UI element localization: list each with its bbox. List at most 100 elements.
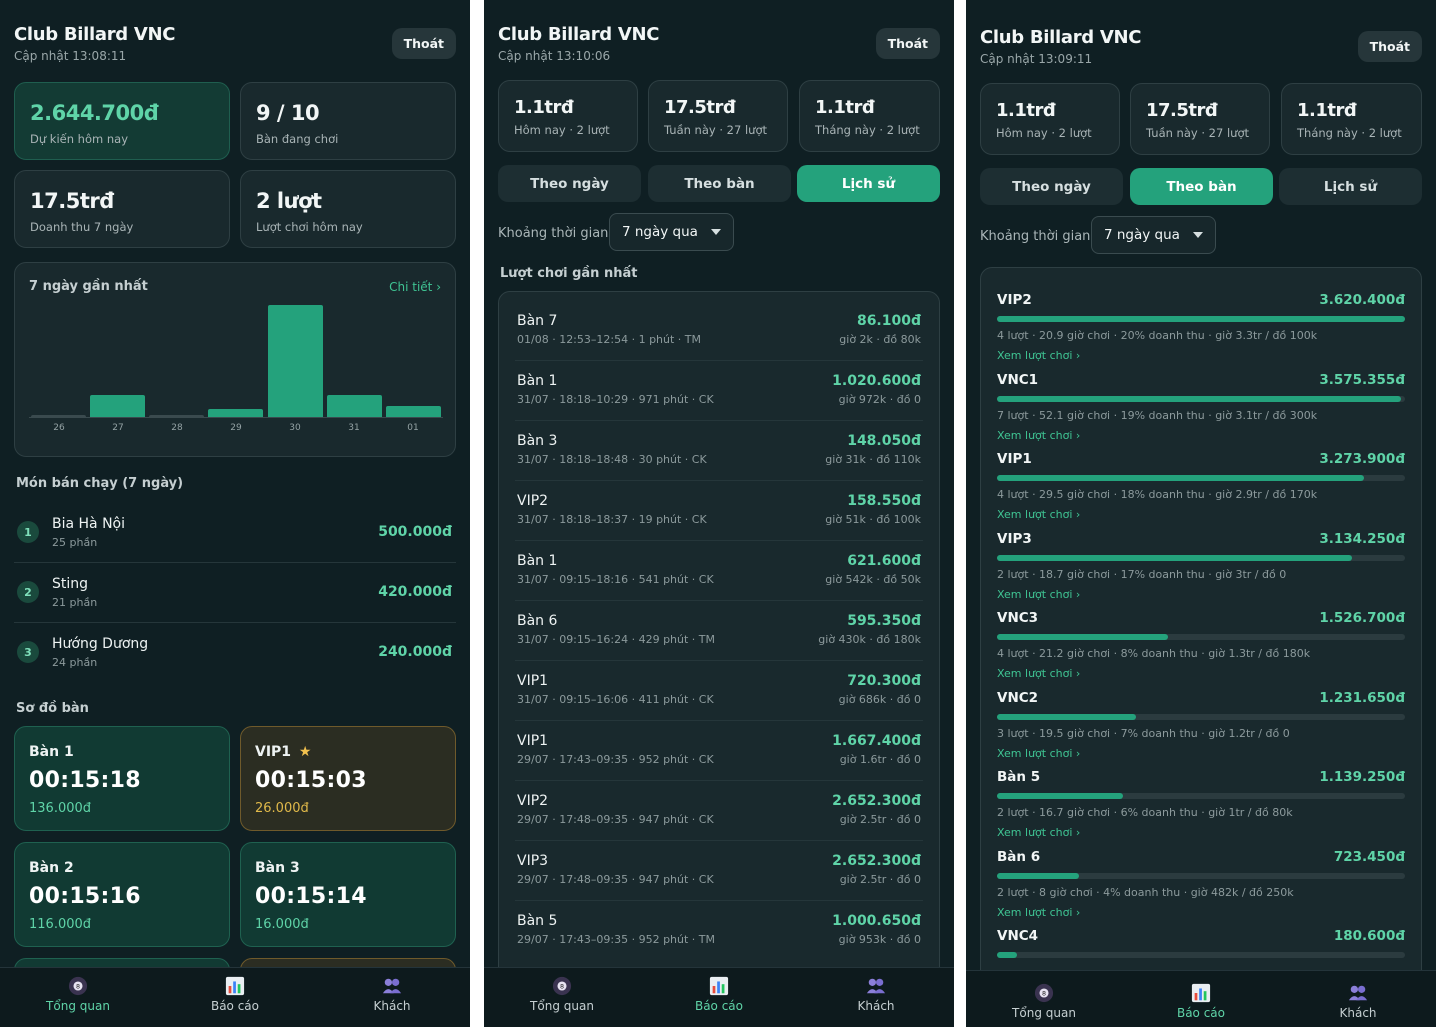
logout-button[interactable]: Thoát: [875, 28, 940, 59]
session-time-info: 31/07 · 09:15–16:06 · 411 phút · CK: [517, 693, 714, 706]
tab-history[interactable]: Lịch sử: [797, 165, 940, 202]
history-row[interactable]: VIP3 29/07 · 17:48–09:35 · 947 phút · CK 2…: [499, 846, 939, 906]
view-sessions-link[interactable]: Xem lượt chơi ›: [997, 429, 1081, 442]
nav-label: Tổng quan: [1012, 1006, 1076, 1020]
billiard-ball-icon: 8: [1034, 983, 1054, 1003]
view-sessions-link[interactable]: Xem lượt chơi ›: [997, 588, 1081, 601]
summary-label: Hôm nay · 2 lượt: [996, 126, 1092, 140]
history-row[interactable]: Bàn 6 31/07 · 09:15–16:24 · 429 phút · TM…: [499, 606, 939, 666]
nav-overview[interactable]: 8 Tổng quan: [974, 983, 1114, 1020]
view-sessions-link[interactable]: Xem lượt chơi ›: [997, 906, 1081, 919]
header: Club Billard VNC Cập nhật 13:08:11 Thoát: [14, 24, 456, 74]
table-card-vip1[interactable]: VIP1 ★ 00:15:03 26.000đ: [240, 726, 456, 831]
summary-card-today: 1.1trđ Hôm nay · 2 lượt: [498, 80, 638, 152]
divider: [515, 780, 923, 781]
revenue-share-bar: [997, 396, 1405, 402]
table-name: VIP1: [997, 451, 1032, 467]
view-sessions-link[interactable]: Xem lượt chơi ›: [997, 667, 1081, 680]
logout-button[interactable]: Thoát: [391, 28, 456, 59]
tab-by-day[interactable]: Theo ngày: [498, 165, 641, 202]
history-row[interactable]: Bàn 3 31/07 · 18:18–18:48 · 30 phút · CK 1…: [499, 426, 939, 486]
session-time-info: 31/07 · 18:18–18:48 · 30 phút · CK: [517, 453, 707, 466]
nav-report[interactable]: Báo cáo: [1131, 983, 1271, 1020]
divider: [515, 840, 923, 841]
table-name: VNC2: [997, 690, 1039, 706]
chart-bar[interactable]: [149, 415, 204, 417]
chart-bar[interactable]: [208, 409, 263, 417]
stat-card-sessions-today: 2 lượt Lượt chơi hôm nay: [240, 170, 456, 248]
tab-by-table[interactable]: Theo bàn: [1130, 168, 1273, 205]
report-history-screen: Club Billard VNC Cập nhật 13:10:06 Thoát…: [484, 0, 954, 1027]
history-row[interactable]: Bàn 7 01/08 · 12:53–12:54 · 1 phút · TM 86…: [499, 306, 939, 366]
session-amount: 86.100đ: [856, 313, 921, 329]
table-card-ban-3[interactable]: Bàn 3 00:15:14 16.000đ: [240, 842, 456, 947]
history-row[interactable]: Bàn 1 31/07 · 09:15–18:16 · 541 phút · CK…: [499, 546, 939, 606]
date-range-select[interactable]: 7 ngày qua: [609, 213, 734, 251]
logout-button[interactable]: Thoát: [1357, 31, 1422, 62]
history-row[interactable]: VIP1 31/07 · 09:15–16:06 · 411 phút · CK 7…: [499, 666, 939, 726]
view-sessions-link[interactable]: Xem lượt chơi ›: [997, 747, 1081, 760]
x-tick-label: 01: [407, 423, 419, 433]
nav-label: Tổng quan: [530, 999, 594, 1013]
table-card-ban-1[interactable]: Bàn 1 00:15:18 136.000đ: [14, 726, 230, 831]
session-time-info: 31/07 · 18:18–18:37 · 19 phút · CK: [517, 513, 707, 526]
table-card-ban-2[interactable]: Bàn 2 00:15:16 116.000đ: [14, 842, 230, 947]
table-timer: 00:15:18: [29, 768, 141, 793]
history-list: Bàn 7 01/08 · 12:53–12:54 · 1 phút · TM 86…: [498, 291, 940, 991]
chart-bar[interactable]: [268, 305, 323, 417]
history-row[interactable]: VIP2 29/07 · 17:48–09:35 · 947 phút · CK 2…: [499, 786, 939, 846]
chart-bar[interactable]: [327, 395, 382, 417]
tab-by-table[interactable]: Theo bàn: [648, 165, 791, 202]
updated-time: Cập nhật 13:10:06: [498, 49, 611, 63]
table-revenue: 723.450đ: [1333, 849, 1405, 865]
billiard-ball-icon: 8: [68, 976, 88, 996]
table-revenue-row: VNC4 180.600đ: [981, 928, 1421, 1008]
chart-bar[interactable]: [90, 395, 145, 417]
history-row[interactable]: Bàn 1 31/07 · 18:18–10:29 · 971 phút · CK…: [499, 366, 939, 426]
stat-label: Bàn đang chơi: [256, 132, 339, 146]
chart-bar[interactable]: [31, 415, 86, 417]
view-sessions-link[interactable]: Xem lượt chơi ›: [997, 508, 1081, 521]
chevron-down-icon: [1193, 232, 1203, 238]
view-sessions-link[interactable]: Xem lượt chơi ›: [997, 349, 1081, 362]
item-qty: 25 phần: [52, 536, 98, 549]
session-table-name: VIP2: [517, 493, 549, 509]
summary-value: 17.5trđ: [664, 97, 736, 118]
nav-overview[interactable]: 8 Tổng quan: [8, 976, 148, 1013]
nav-report[interactable]: Báo cáo: [649, 976, 789, 1013]
divider: [515, 720, 923, 721]
summary-label: Tuần này · 27 lượt: [664, 123, 767, 137]
nav-customers[interactable]: Khách: [322, 976, 462, 1013]
svg-text:8: 8: [560, 984, 564, 991]
session-breakdown: giờ 430k · đồ 180k: [818, 633, 921, 646]
table-revenue: 3.273.900đ: [1319, 451, 1405, 467]
tab-history[interactable]: Lịch sử: [1279, 168, 1422, 205]
summary-value: 17.5trđ: [1146, 100, 1218, 121]
summary-card-today: 1.1trđ Hôm nay · 2 lượt: [980, 83, 1120, 155]
revenue-by-table-list: VIP2 3.620.400đ 4 lượt · 20.9 giờ chơi · 2…: [980, 267, 1422, 987]
revenue-share-fill: [997, 714, 1136, 720]
nav-overview[interactable]: 8 Tổng quan: [492, 976, 632, 1013]
divider: [14, 622, 456, 623]
revenue-share-fill: [997, 873, 1079, 879]
nav-report[interactable]: Báo cáo: [165, 976, 305, 1013]
nav-customers[interactable]: Khách: [806, 976, 946, 1013]
revenue-share-fill: [997, 793, 1124, 799]
chart-detail-link[interactable]: Chi tiết ›: [389, 280, 441, 294]
history-row[interactable]: VIP2 31/07 · 18:18–18:37 · 19 phút · CK 15…: [499, 486, 939, 546]
session-amount: 2.652.300đ: [832, 853, 921, 869]
session-breakdown: giờ 2.5tr · đồ 0: [839, 813, 921, 826]
view-sessions-link[interactable]: Xem lượt chơi ›: [997, 826, 1081, 839]
history-row[interactable]: VIP1 29/07 · 17:43–09:35 · 952 phút · CK 1…: [499, 726, 939, 786]
table-revenue-row: VNC2 1.231.650đ 3 lượt · 19.5 giờ chơi · 7…: [981, 690, 1421, 770]
table-amount: 26.000đ: [255, 801, 309, 816]
chart-bar[interactable]: [386, 406, 441, 417]
nav-customers[interactable]: Khách: [1288, 983, 1428, 1020]
table-name: Bàn 3: [255, 860, 300, 876]
tab-by-day[interactable]: Theo ngày: [980, 168, 1123, 205]
stat-card-revenue-7days: 17.5trđ Doanh thu 7 ngày: [14, 170, 230, 248]
billiard-ball-icon: 8: [552, 976, 572, 996]
date-range-select[interactable]: 7 ngày qua: [1091, 216, 1216, 254]
history-row[interactable]: Bàn 5 29/07 · 17:43–09:35 · 952 phút · TM…: [499, 906, 939, 966]
session-amount: 595.350đ: [847, 613, 921, 629]
